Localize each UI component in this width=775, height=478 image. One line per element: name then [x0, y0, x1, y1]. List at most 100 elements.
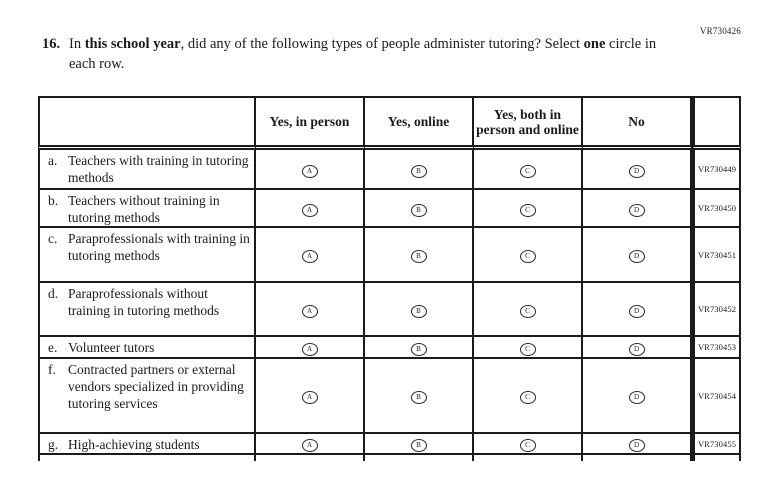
response-matrix-table: Yes, in person Yes, online Yes, both in … [38, 96, 741, 461]
row-vr-code: VR730453 [692, 337, 741, 359]
option-circle-d[interactable]: D [628, 391, 645, 404]
row-letter: b. [48, 193, 59, 208]
option-circle-c[interactable]: C [519, 391, 536, 404]
row-letter: e. [48, 340, 58, 355]
option-cell-no: D [583, 359, 692, 434]
row-vr-code: VR730451 [692, 228, 741, 283]
table-header-row: Yes, in person Yes, online Yes, both in … [38, 96, 741, 150]
option-cell-yes-in-person: A [256, 359, 365, 434]
option-cell-yes-online: B [365, 283, 474, 337]
option-circle-b[interactable]: B [410, 164, 427, 178]
option-cell-yes-in-person: A [256, 150, 365, 190]
question-text-part2: , did any of the following types of peop… [180, 36, 584, 52]
question-text-part1: In [69, 36, 85, 52]
question-block: 16. In this school year, did any of the … [42, 35, 674, 74]
row-letter: d. [48, 286, 59, 301]
option-circle-d[interactable]: D [628, 342, 645, 356]
header-yes-online: Yes, online [365, 96, 474, 150]
option-circle-a[interactable]: A [301, 203, 318, 217]
option-circle-a[interactable]: A [301, 164, 318, 178]
row-letter: c. [48, 231, 58, 246]
row-letter: a. [48, 153, 58, 168]
option-cell-no: D [583, 337, 692, 359]
option-circle-c[interactable]: C [519, 164, 536, 178]
option-circle-c[interactable]: C [519, 250, 536, 263]
option-cell-yes-both: C [474, 190, 583, 228]
option-circle-a[interactable]: A [301, 391, 318, 404]
table-row-e: e. Volunteer tutors A B C D VR730453 [38, 337, 741, 359]
option-cell-yes-in-person: A [256, 434, 365, 455]
row-vr-code: VR730452 [692, 283, 741, 337]
row-label: Paraprofessionals with training in tutor… [68, 231, 250, 263]
option-circle-b[interactable]: B [410, 342, 427, 356]
row-label: Teachers without training in tutoring me… [68, 193, 220, 225]
option-circle-c[interactable]: C [519, 342, 536, 356]
row-label: Volunteer tutors [68, 340, 155, 355]
option-cell-no: D [583, 228, 692, 283]
option-cell-yes-in-person: A [256, 190, 365, 228]
option-cell-yes-in-person: A [256, 283, 365, 337]
row-label-cell: e. Volunteer tutors [38, 337, 256, 359]
header-no: No [583, 96, 692, 150]
row-label: Teachers with training in tutoring metho… [68, 153, 249, 185]
question-text-bold1: this school year [84, 36, 181, 52]
header-yes-in-person: Yes, in person [256, 96, 365, 150]
question-number: 16. [42, 36, 61, 52]
row-label: Paraprofessionals without training in tu… [68, 286, 220, 318]
row-label-cell: a. Teachers with training in tutoring met… [38, 150, 256, 190]
question-text-bold2: one [583, 36, 606, 52]
option-circle-c[interactable]: C [519, 439, 536, 452]
option-circle-d[interactable]: D [628, 439, 645, 452]
option-cell-no: D [583, 434, 692, 455]
header-row-label-col [38, 96, 256, 150]
option-cell-yes-online: B [365, 190, 474, 228]
table-row-a: a. Teachers with training in tutoring met… [38, 150, 741, 190]
option-circle-d[interactable]: D [628, 304, 645, 318]
option-circle-a[interactable]: A [301, 250, 318, 263]
row-label: Contracted partners or external vendors … [68, 362, 244, 411]
option-circle-a[interactable]: A [301, 439, 318, 452]
option-cell-yes-both: C [474, 283, 583, 337]
option-circle-c[interactable]: C [519, 304, 536, 318]
option-circle-a[interactable]: A [301, 342, 318, 356]
row-vr-code: VR730450 [692, 190, 741, 228]
row-label-cell: c. Paraprofessionals with training in tut… [38, 228, 256, 283]
option-cell-yes-online: B [365, 434, 474, 455]
form-code-top-right: VR730426 [699, 26, 741, 36]
option-cell-yes-in-person: A [256, 228, 365, 283]
table-row-g: g. High-achieving students A B C D VR7304… [38, 434, 741, 455]
row-label-cell: d. Paraprofessionals without training in … [38, 283, 256, 337]
option-circle-d[interactable]: D [628, 250, 645, 263]
option-cell-yes-in-person: A [256, 337, 365, 359]
option-circle-b[interactable]: B [410, 439, 427, 452]
option-cell-yes-online: B [365, 337, 474, 359]
option-cell-yes-online: B [365, 228, 474, 283]
option-circle-b[interactable]: B [410, 391, 427, 404]
row-label-cell: f. Contracted partners or external vendor… [38, 359, 256, 434]
option-circle-a[interactable]: A [301, 304, 318, 318]
option-circle-d[interactable]: D [628, 164, 645, 178]
header-yes-both: Yes, both in person and online [474, 96, 583, 150]
row-label-cell: b. Teachers without training in tutoring … [38, 190, 256, 228]
row-vr-code: VR730449 [692, 150, 741, 190]
option-circle-b[interactable]: B [410, 304, 427, 318]
table-row-c: c. Paraprofessionals with training in tut… [38, 228, 741, 283]
option-circle-d[interactable]: D [628, 203, 645, 217]
option-cell-no: D [583, 283, 692, 337]
row-vr-code: VR730455 [692, 434, 741, 455]
table-row-b: b. Teachers without training in tutoring … [38, 190, 741, 228]
option-cell-yes-online: B [365, 150, 474, 190]
option-cell-yes-both: C [474, 337, 583, 359]
option-circle-b[interactable]: B [410, 250, 427, 263]
option-circle-b[interactable]: B [410, 203, 427, 217]
option-cell-no: D [583, 190, 692, 228]
row-vr-code: VR730454 [692, 359, 741, 434]
option-circle-c[interactable]: C [519, 203, 536, 217]
table-bottom-border-stubs [38, 455, 741, 461]
option-cell-yes-online: B [365, 359, 474, 434]
option-cell-yes-both: C [474, 150, 583, 190]
option-cell-yes-both: C [474, 228, 583, 283]
header-code-col [692, 96, 741, 150]
row-letter: f. [48, 362, 56, 377]
